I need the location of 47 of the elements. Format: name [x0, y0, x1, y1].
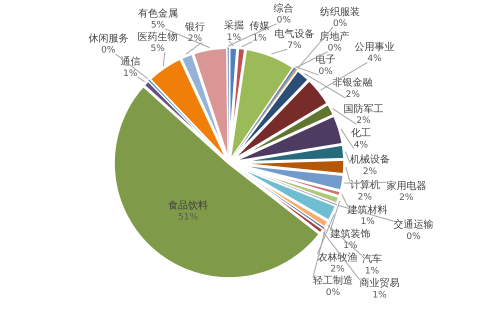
data-label: 0% — [326, 288, 341, 298]
slice-label: 建筑装饰 — [329, 228, 370, 240]
data-label: 1% — [372, 290, 388, 300]
data-label: 2% — [362, 166, 378, 177]
slice-label: 汽车 — [362, 253, 382, 266]
data-label: 5% — [150, 44, 166, 54]
data-label: 2% — [346, 90, 360, 100]
slice-label: 轻工制造 — [313, 274, 354, 287]
data-label: 51% — [178, 212, 198, 223]
slice-label: 休闲服务 — [88, 32, 128, 44]
data-label: 5% — [150, 20, 166, 31]
slice-label: 银行 — [184, 22, 205, 33]
slice-label: 国防军工 — [344, 102, 384, 115]
slice-label: 纺织服装 — [320, 6, 360, 18]
slice-label: 交通运输 — [394, 218, 434, 231]
slice-label: 采掘 — [224, 20, 244, 32]
data-label: 4% — [367, 54, 382, 64]
data-label: 1% — [364, 266, 380, 276]
data-label: 0% — [406, 232, 422, 242]
slice-label: 有色金属 — [138, 7, 178, 20]
slice-label: 机械设备 — [350, 154, 390, 166]
slice-label: 传媒 — [250, 21, 270, 32]
data-label: 0% — [332, 19, 348, 30]
data-label: 1% — [226, 32, 242, 43]
data-label: 1% — [360, 217, 376, 228]
data-label: 2% — [188, 34, 203, 44]
data-label: 1% — [343, 241, 358, 252]
slice-label: 化工 — [350, 127, 371, 140]
slice-label: 家用电器 — [386, 180, 426, 192]
slice-label: 公用事业 — [354, 40, 395, 53]
data-label: 1% — [123, 68, 138, 79]
data-label: 0% — [101, 46, 116, 56]
data-label: 2% — [358, 192, 372, 202]
slice-label: 医药生物 — [138, 30, 178, 43]
data-label: 7% — [287, 41, 302, 52]
data-label: 2% — [356, 116, 372, 126]
slice-label: 商业贸易 — [360, 277, 400, 290]
data-label: 0% — [276, 16, 292, 26]
data-label: 2% — [330, 264, 346, 275]
data-label: 1% — [252, 33, 268, 44]
data-label: 4% — [354, 140, 369, 150]
data-label: 0% — [318, 66, 334, 77]
data-label: 0% — [328, 44, 342, 54]
slice-label: 综合 — [274, 2, 294, 14]
slice-label: 电气设备 — [274, 28, 314, 40]
data-label: 2% — [399, 193, 414, 204]
slice-label: 食品饮料 — [168, 199, 208, 212]
